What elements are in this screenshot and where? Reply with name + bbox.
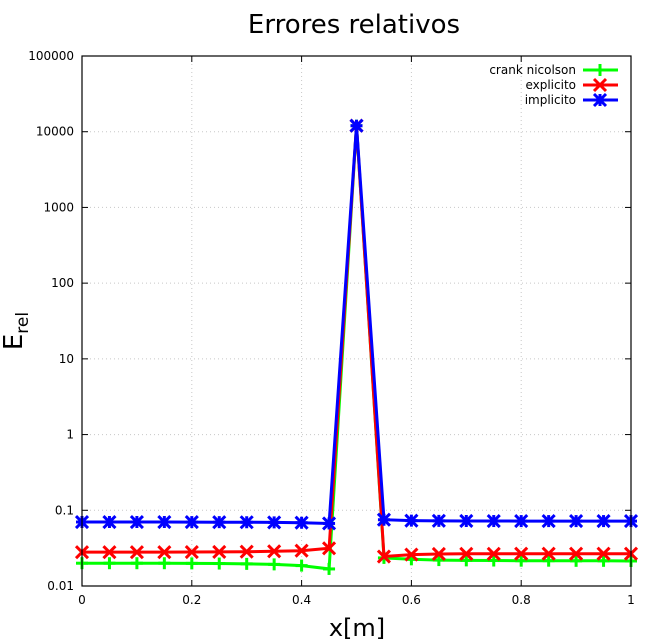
data-point xyxy=(267,544,282,559)
data-point xyxy=(157,545,172,560)
legend-item: implicito xyxy=(525,92,618,108)
data-point xyxy=(158,557,171,570)
series-crank-nicolson xyxy=(76,119,637,575)
data-point xyxy=(321,541,337,556)
data-point xyxy=(514,514,529,529)
data-point xyxy=(294,515,309,530)
y-tick-label: 100 xyxy=(51,276,74,290)
data-point xyxy=(459,513,474,529)
data-point xyxy=(157,514,172,530)
y-tick-label: 1 xyxy=(66,428,74,442)
data-point xyxy=(431,546,446,562)
series-explicito xyxy=(74,118,639,564)
series-line xyxy=(82,125,631,559)
plot-frame xyxy=(81,55,632,587)
x-axis-label: x[m] xyxy=(329,614,385,641)
y-tick-label: 0.01 xyxy=(47,579,74,593)
data-point xyxy=(459,546,474,561)
x-tick-label: 0.8 xyxy=(512,593,531,607)
series-line xyxy=(82,125,632,571)
y-axis-label: Erel xyxy=(0,312,33,350)
data-point xyxy=(294,543,309,558)
data-point xyxy=(431,513,446,528)
x-tick-label: 0 xyxy=(78,593,86,607)
data-point xyxy=(404,513,419,528)
legend-label: implicito xyxy=(525,93,576,107)
data-point xyxy=(184,515,199,530)
data-point xyxy=(376,549,392,564)
series-line xyxy=(82,125,631,526)
data-point xyxy=(323,562,336,575)
data-point xyxy=(569,514,584,529)
y-tick-label: 1000 xyxy=(43,200,74,214)
data-point xyxy=(349,118,364,133)
legend-item: crank nicolson xyxy=(489,63,618,77)
data-point xyxy=(212,515,227,530)
data-point xyxy=(596,546,611,561)
data-point xyxy=(487,554,500,567)
data-point xyxy=(103,557,116,570)
data-point xyxy=(130,557,143,570)
legend-label: explicito xyxy=(525,78,576,92)
data-point xyxy=(321,516,337,531)
data-point xyxy=(542,554,555,567)
data-point xyxy=(239,515,254,530)
data-point xyxy=(596,514,611,529)
data-point xyxy=(570,554,583,567)
data-point xyxy=(597,554,610,567)
y-tick-label: 10000 xyxy=(36,125,74,139)
data-point xyxy=(486,546,501,561)
data-point xyxy=(515,554,528,567)
legend-marker xyxy=(592,92,608,108)
data-point xyxy=(239,544,254,559)
data-point xyxy=(541,546,556,561)
data-point xyxy=(486,513,501,529)
data-point xyxy=(460,554,473,567)
data-point xyxy=(102,514,117,530)
legend-marker xyxy=(592,77,608,93)
data-point xyxy=(295,559,308,572)
data-point xyxy=(184,544,199,560)
data-point xyxy=(129,514,144,530)
data-point xyxy=(102,545,117,560)
data-point xyxy=(268,558,281,571)
legend-item: explicito xyxy=(525,77,618,93)
data-point xyxy=(240,557,253,570)
svg-text:Erel: Erel xyxy=(0,312,33,350)
data-point xyxy=(213,557,226,570)
legend-label: crank nicolson xyxy=(489,63,576,77)
chart-title: Errores relativos xyxy=(248,10,460,40)
data-point xyxy=(569,546,584,561)
x-tick-label: 0.6 xyxy=(402,593,421,607)
y-axis-label-sub: rel xyxy=(13,312,33,334)
y-tick-label: 10 xyxy=(59,352,74,366)
data-point xyxy=(212,544,227,559)
data-point xyxy=(514,546,529,561)
y-tick-label: 0.1 xyxy=(55,503,74,517)
legend-marker xyxy=(594,64,606,76)
x-tick-label: 1 xyxy=(627,593,635,607)
y-tick-label: 100000 xyxy=(28,49,74,63)
series-layer xyxy=(74,118,639,575)
y-axis-label-main: E xyxy=(0,334,29,350)
data-point xyxy=(376,512,392,527)
x-tick-label: 0.4 xyxy=(292,593,311,607)
data-point xyxy=(267,515,282,530)
series-implicito xyxy=(74,118,639,531)
data-point xyxy=(541,514,556,529)
data-point xyxy=(404,547,419,562)
data-point xyxy=(185,557,198,570)
x-tick-label: 0.2 xyxy=(182,593,201,607)
data-point xyxy=(129,545,144,560)
axis-ticks: 0 0.2 0.4 0.6 0.8 1 0.01 0.1 1 10 100 1000 10000 1000… xyxy=(28,49,635,607)
